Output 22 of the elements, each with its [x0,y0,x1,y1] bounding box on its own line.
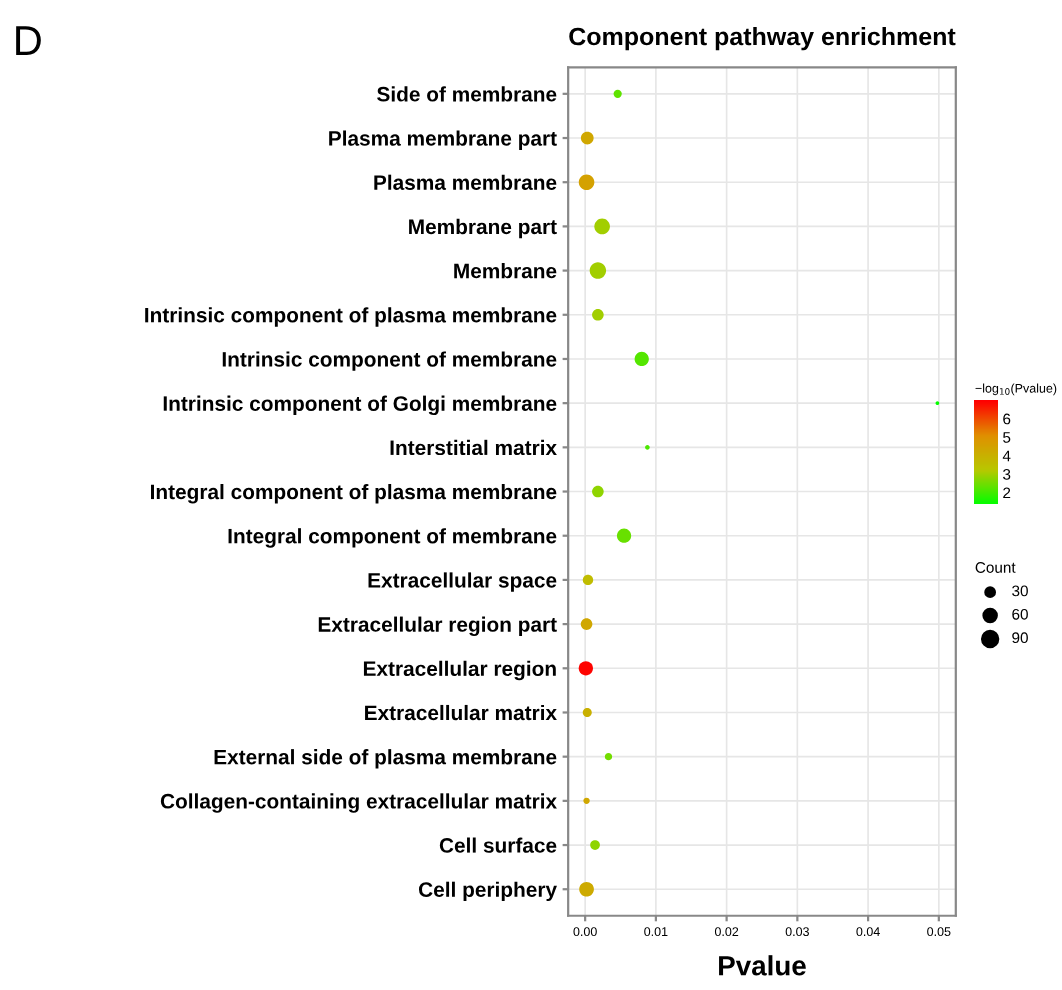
y-tick-label: Extracellular space [368,572,557,592]
y-tick-label: Plasma membrane [374,174,557,190]
y-tick-label: Extracellular region [363,660,556,681]
y-tick-label: Integral component of plasma membrane [150,483,557,504]
y-tick-label: Extracellular matrix [365,704,557,721]
y-tick-label: Extracellular region part [318,616,557,637]
y-tick-label: Integral component of membrane [228,528,557,548]
y-tick-label: Membrane part [409,218,557,239]
y-tick-label: Interstitial matrix [390,439,557,456]
y-tick-label: Intrinsic component of Golgi membrane [163,395,557,416]
y-tick-label: Intrinsic component of plasma membrane [145,307,557,327]
y-tick-label: Side of membrane [377,86,557,102]
y-tick-label: Plasma membrane part [329,130,557,150]
y-tick-label: External side of plasma membrane [214,749,557,769]
x-axis-title: Pvalue [719,955,806,976]
text: D [16,26,41,55]
y-tick-label: Membrane [454,263,557,279]
y-tick-label: Collagen-containing extracellular matrix [160,793,557,813]
y-tick-label: Intrinsic component of membrane [222,351,557,371]
y-tick-label: Cell periphery [418,881,557,902]
y-tick-label: Cell surface [439,837,557,853]
chart-title: Component pathway enrichment [569,26,956,51]
